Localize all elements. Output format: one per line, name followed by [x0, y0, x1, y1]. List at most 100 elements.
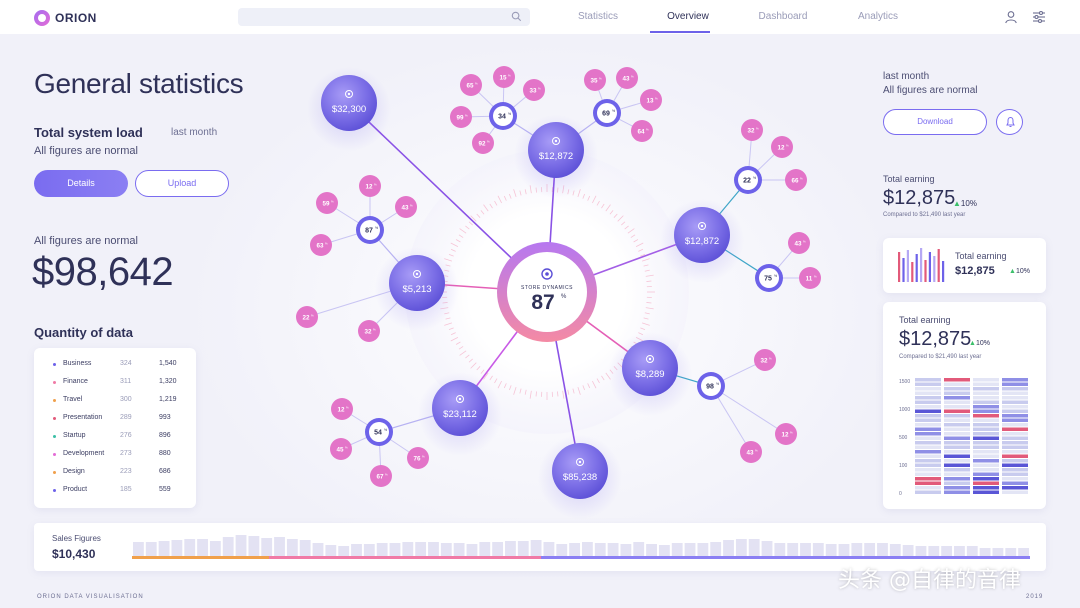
percentage-ring[interactable]: 22% — [734, 166, 762, 194]
percentage-bubble[interactable]: 22% — [296, 306, 318, 328]
sales-bar — [710, 542, 722, 556]
value-node[interactable]: $23,112 — [418, 372, 502, 456]
hub-tick — [497, 380, 502, 389]
percentage-bubble[interactable]: 12% — [331, 398, 353, 420]
value-node[interactable]: $12,872 — [660, 199, 744, 283]
sales-bar — [1018, 548, 1029, 556]
bubble-unit: % — [755, 449, 758, 453]
sales-bar — [376, 543, 388, 556]
percentage-ring[interactable]: 75% — [755, 264, 783, 292]
heatmap-cell — [944, 400, 970, 404]
percentage-bubble[interactable]: 35% — [584, 69, 606, 91]
value-node[interactable]: $8,289 — [608, 332, 692, 416]
hub-tick — [476, 366, 481, 371]
hub[interactable]: STORE DYNAMICS 87 % — [497, 242, 597, 342]
percentage-ring[interactable]: 69% — [593, 99, 621, 127]
diamond-icon — [646, 355, 654, 363]
tab-analytics[interactable]: Analytics — [857, 11, 898, 22]
download-button[interactable]: Download — [883, 109, 987, 135]
heatmap-cell — [973, 450, 999, 454]
heatmap-cell — [973, 436, 999, 440]
value-node[interactable]: $5,213 — [375, 247, 459, 331]
percentage-bubble[interactable]: 43% — [740, 441, 762, 463]
hub-tick — [601, 203, 605, 209]
sales-bar — [415, 542, 427, 556]
value-node[interactable]: $12,872 — [514, 114, 598, 198]
percentage-bubble[interactable]: 33% — [523, 79, 545, 101]
percentage-bubble[interactable]: 32% — [358, 320, 380, 342]
upload-button[interactable]: Upload — [135, 170, 229, 197]
sales-bar — [466, 544, 478, 556]
percentage-bubble[interactable]: 76% — [407, 447, 429, 469]
percentage-ring[interactable]: 98% — [697, 372, 725, 400]
heatmap-cell — [973, 409, 999, 413]
hub-tick — [519, 190, 522, 196]
percentage-bubble[interactable]: 32% — [741, 119, 763, 141]
details-button[interactable]: Details — [34, 170, 128, 197]
search-input[interactable] — [238, 8, 530, 26]
ring-value: 22 — [743, 178, 751, 185]
hub-tick — [596, 200, 600, 206]
percentage-bubble[interactable]: 64% — [631, 120, 653, 142]
hub-tick — [468, 358, 473, 363]
tab-overview[interactable]: Overview — [667, 11, 709, 22]
user-icon[interactable] — [1004, 10, 1018, 24]
mini-bar — [906, 250, 909, 282]
percentage-bubble[interactable]: 12% — [775, 423, 797, 445]
heatmap-cell — [973, 472, 999, 476]
percentage-bubble[interactable]: 15% — [493, 66, 515, 88]
notification-button[interactable] — [996, 109, 1023, 135]
footer-brand: ORION DATA VISUALISATION — [37, 594, 144, 600]
heatmap-cell — [973, 481, 999, 485]
percentage-bubble[interactable]: 45% — [330, 438, 352, 460]
tab-dashboard[interactable]: Dashboard — [758, 11, 808, 22]
heatmap-card-label: Total earning — [899, 315, 951, 325]
quantity-title: Quantity of data — [34, 325, 133, 340]
ring-unit: % — [753, 176, 756, 180]
percentage-bubbles: 65 %15 %33 %99 %92 %35% 43 %13 %64% 32 %12 %66 %12 %5… — [296, 66, 821, 487]
percentage-bubble[interactable]: 43% — [616, 67, 638, 89]
value-node[interactable]: $85,238 — [538, 435, 622, 519]
heatmap-cell — [1002, 459, 1028, 463]
sales-bar — [646, 544, 657, 556]
percentage-bubble[interactable]: 63% — [310, 234, 332, 256]
bubble-value: 43 — [746, 449, 754, 456]
heatmap-tick: 1000 — [899, 407, 910, 413]
percentage-bubble[interactable]: 12% — [771, 136, 793, 158]
target-icon — [456, 395, 464, 403]
heatmap-cell — [973, 387, 999, 391]
percentage-ring[interactable]: 87% — [356, 216, 384, 244]
percentage-bubble[interactable]: 59% — [316, 192, 338, 214]
category-total: 993 — [159, 414, 171, 421]
percentage-ring[interactable]: 34% — [489, 102, 517, 130]
sales-bar — [222, 537, 234, 556]
percentage-bubble[interactable]: 43% — [788, 232, 810, 254]
percentage-bubble[interactable]: 92% — [472, 132, 494, 154]
heatmap-cell — [1002, 454, 1028, 458]
bubble-value: 92 — [478, 140, 486, 147]
sales-value: $10,430 — [52, 547, 96, 561]
percentage-bubble[interactable]: 11% — [799, 267, 821, 289]
tab-statistics[interactable]: Statistics — [577, 11, 618, 22]
sales-bar — [774, 543, 786, 556]
bubble-edge — [710, 385, 787, 435]
percentage-ring[interactable]: 54% — [365, 418, 393, 446]
percentage-bubble[interactable]: 66% — [785, 169, 807, 191]
settings-sliders-icon[interactable] — [1032, 10, 1046, 24]
percentage-bubble[interactable]: 67% — [370, 465, 392, 487]
percentage-bubble[interactable]: 99% — [450, 106, 472, 128]
sales-bar — [787, 543, 799, 556]
brand-logo[interactable]: ORION — [34, 10, 97, 26]
percentage-bubble[interactable]: 12% — [359, 175, 381, 197]
percentage-bubble[interactable]: 32% — [754, 349, 776, 371]
value-node[interactable]: $32,300 — [307, 67, 391, 151]
percentage-bubble[interactable]: 13% — [640, 89, 662, 111]
percentage-bubble[interactable]: 65% — [460, 74, 482, 96]
category-count: 311 — [120, 378, 132, 385]
watermark: 头条 @自律的音律 — [838, 568, 1021, 593]
heatmap-cell — [944, 490, 970, 494]
hub-tick — [450, 248, 456, 252]
search-icon[interactable] — [511, 11, 522, 22]
category-count: 300 — [120, 396, 132, 403]
percentage-bubble[interactable]: 43% — [395, 196, 417, 218]
